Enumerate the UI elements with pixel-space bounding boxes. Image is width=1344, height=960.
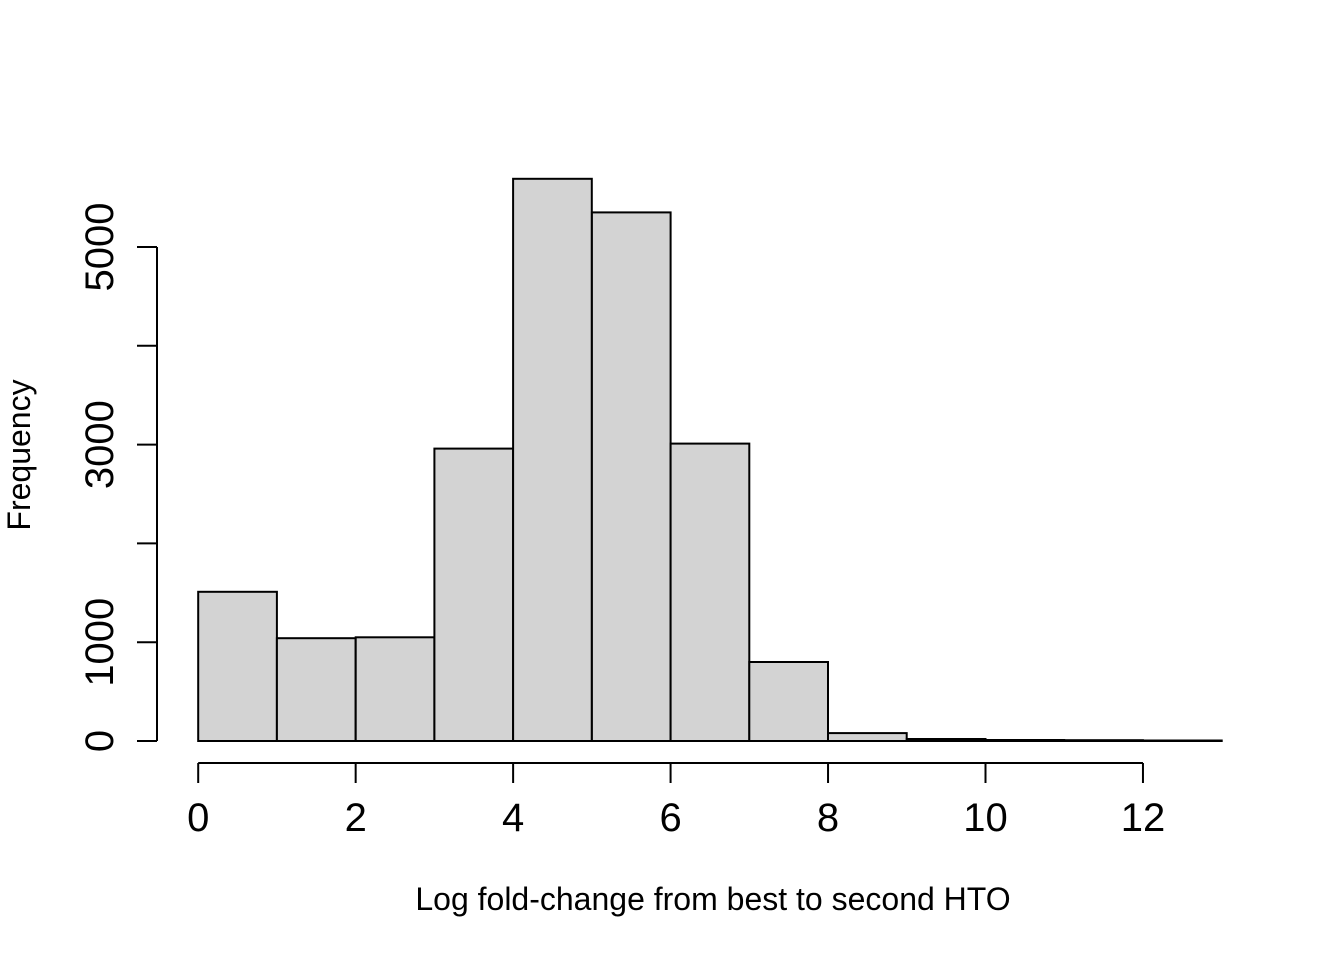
histogram-bar — [512, 177, 593, 743]
y-axis-title: Frequency — [1, 379, 37, 530]
histogram-bar — [433, 447, 515, 742]
histogram-bar — [275, 637, 357, 743]
histogram-bar — [354, 636, 436, 742]
y-tick-label: 0 — [78, 730, 122, 752]
histogram-bar — [197, 590, 278, 742]
y-tick-label: 5000 — [78, 203, 122, 292]
x-tick-label: 10 — [963, 796, 1008, 840]
histogram-bar — [984, 739, 1066, 742]
x-tick-label: 0 — [187, 796, 209, 840]
histogram-bar — [827, 732, 908, 742]
histogram-bar — [669, 442, 751, 742]
histogram-bar — [748, 661, 829, 742]
histogram-bar — [590, 211, 672, 742]
histogram-bar — [905, 738, 987, 742]
x-tick-label: 6 — [659, 796, 681, 840]
x-tick-label: 8 — [817, 796, 839, 840]
histogram-bar — [1063, 739, 1144, 743]
x-tick-label: 4 — [502, 796, 524, 840]
histogram-bar — [1142, 739, 1223, 742]
x-axis-title: Log fold-change from best to second HTO — [415, 881, 1010, 917]
x-axis: 0 2 4 6 8 10 12 — [187, 762, 1166, 840]
x-tick-label: 12 — [1121, 796, 1166, 840]
x-tick-label: 2 — [345, 796, 367, 840]
bars-group — [197, 177, 1223, 743]
y-tick-label: 3000 — [78, 400, 122, 489]
y-axis: 0 1000 3000 5000 — [78, 203, 158, 752]
y-tick-label: 1000 — [78, 598, 122, 687]
